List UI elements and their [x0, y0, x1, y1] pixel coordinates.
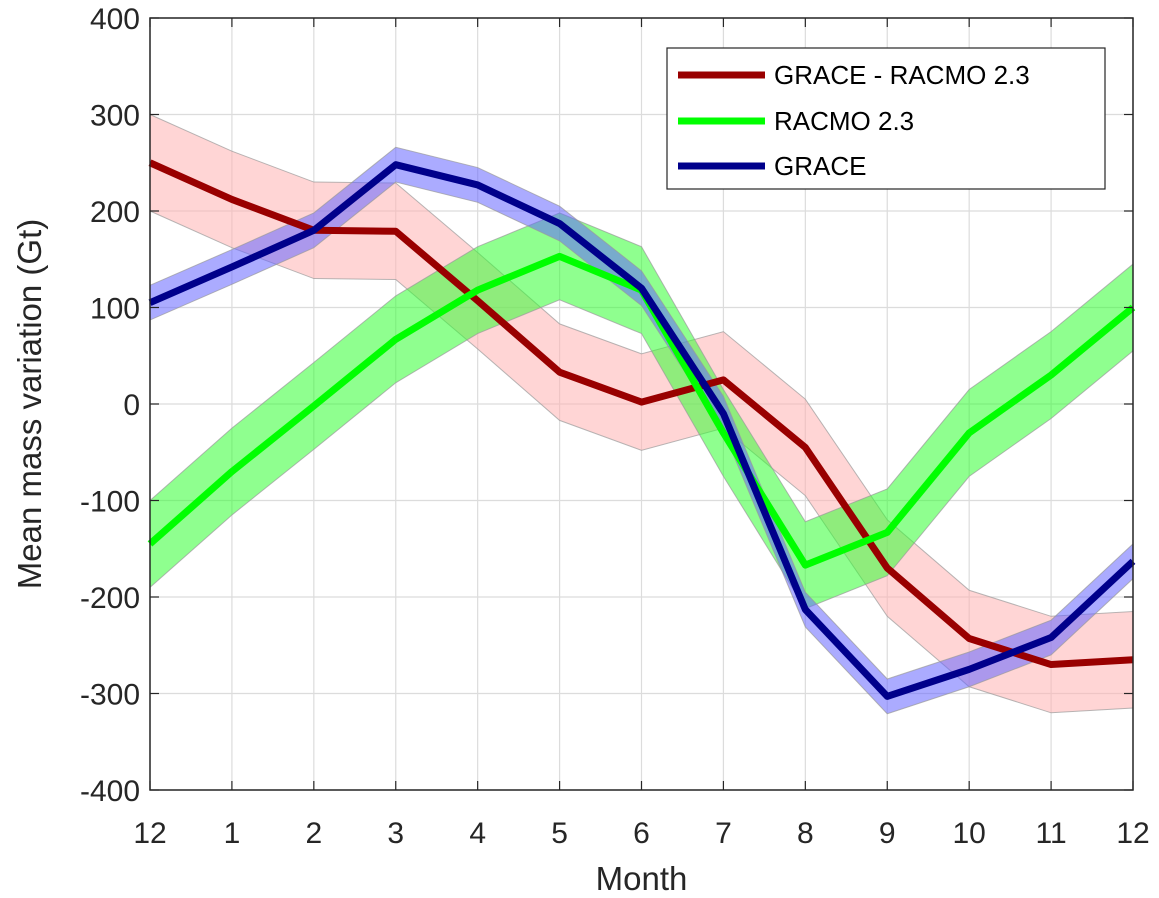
x-axis-label: Month: [596, 860, 688, 897]
x-tick-label: 6: [633, 817, 650, 850]
series-lines: [147, 159, 1136, 700]
x-tick-label: 4: [469, 817, 486, 850]
y-tick-label: -300: [80, 679, 140, 712]
x-tick-label: 9: [879, 817, 896, 850]
y-tick-label: 400: [90, 3, 140, 36]
x-tick-label: 1: [224, 817, 241, 850]
y-tick-label: -400: [80, 775, 140, 808]
x-tick-label: 7: [715, 817, 732, 850]
x-tick-label: 5: [551, 817, 568, 850]
legend-entry-2: RACMO 2.3: [774, 106, 914, 136]
axes-frame: [149, 17, 1134, 791]
legend-entry-1: GRACE - RACMO 2.3: [774, 60, 1030, 90]
line-series-3: [148, 161, 1136, 700]
legend-entry-3: GRACE: [774, 151, 866, 181]
y-tick-label: -100: [80, 486, 140, 519]
x-tick-label: 8: [797, 817, 814, 850]
x-tick-label: 12: [1116, 817, 1149, 850]
tick-labels: 12 1 2 3 4 5 6 7 8 9 10 11 12-400-300-200-1000100200…: [80, 3, 1150, 850]
y-axis-label: Mean mass variation (Gt): [11, 219, 48, 589]
y-tick-label: 100: [90, 293, 140, 326]
x-tick-label: 2: [305, 817, 322, 850]
y-tick-label: 200: [90, 196, 140, 229]
x-tick-label: 12: [133, 817, 166, 850]
x-tick-label: 10: [952, 817, 985, 850]
y-tick-label: 0: [123, 389, 140, 422]
x-tick-label: 3: [387, 817, 404, 850]
legend: GRACE - RACMO 2.3 RACMO 2.3 GRACE: [666, 47, 1106, 190]
y-tick-label: 300: [90, 100, 140, 133]
x-tick-label: 11: [1036, 817, 1067, 850]
y-tick-label: -200: [80, 582, 140, 615]
